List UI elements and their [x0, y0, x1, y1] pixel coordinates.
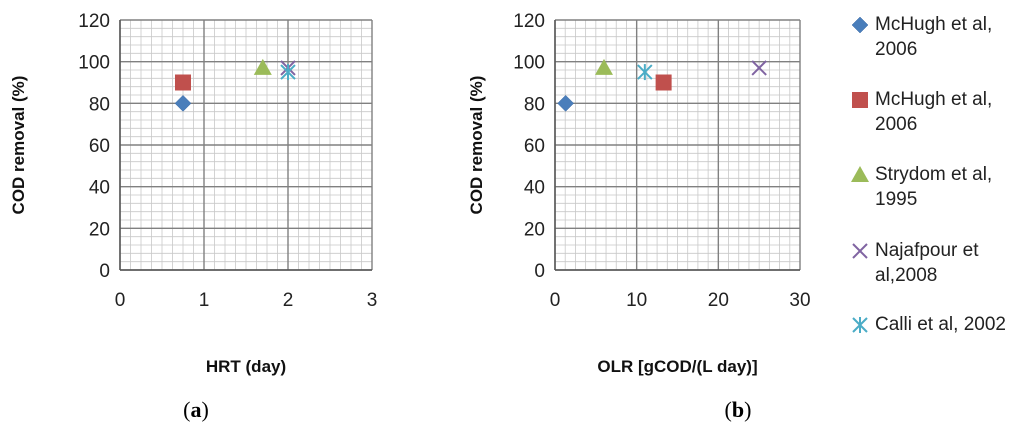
- y-tick-label: 60: [89, 136, 110, 157]
- chart-panel-a: 0 20 40 60 80 100 120 0 1 2 3 HRT (day) COD removal …: [9, 11, 377, 422]
- y-tick-label: 60: [524, 136, 545, 157]
- y-tick-label: 0: [99, 261, 110, 282]
- legend-label: al,2008: [875, 265, 937, 286]
- panel-label-b: (b): [725, 397, 752, 422]
- x-tick-label: 10: [626, 290, 647, 311]
- legend-marker-square: [852, 92, 868, 108]
- legend-label: Strydom et al,: [875, 164, 992, 185]
- legend-entry: McHugh et al, 2006: [852, 89, 992, 135]
- legend-label: 2006: [875, 114, 917, 135]
- x-tick-label: 3: [367, 290, 378, 311]
- x-axis-title: HRT (day): [206, 357, 286, 376]
- data-point-triangle: [595, 58, 613, 75]
- legend-label: Calli et al, 2002: [875, 314, 1006, 335]
- chart-panel-b: 0 20 40 60 80 100 120 0 10 20 30 OLR [gCOD/(L day)]…: [467, 11, 811, 422]
- y-tick-label: 40: [524, 178, 545, 199]
- y-tick-label: 20: [89, 219, 110, 240]
- x-tick-label: 0: [115, 290, 126, 311]
- x-tick-label: 30: [789, 290, 810, 311]
- y-tick-label: 100: [78, 53, 110, 74]
- y-tick-label: 40: [89, 178, 110, 199]
- legend-entry: Calli et al, 2002: [852, 314, 1006, 335]
- data-point-square: [175, 74, 191, 91]
- legend-label: Najafpour et: [875, 240, 979, 261]
- x-tick-label: 1: [199, 290, 210, 311]
- legend-marker-star: [852, 317, 868, 333]
- legend-entry: Najafpour et al,2008: [852, 240, 979, 286]
- data-point-diamond: [174, 94, 192, 112]
- y-tick-label: 80: [524, 94, 545, 115]
- y-tick-label: 80: [89, 94, 110, 115]
- panel-label-a: (a): [183, 397, 209, 422]
- legend-label: 2006: [875, 39, 917, 60]
- x-tick-label: 20: [708, 290, 729, 311]
- data-point-diamond: [557, 94, 574, 112]
- y-tick-label: 20: [524, 219, 545, 240]
- y-tick-label: 100: [513, 53, 545, 74]
- legend: McHugh et al, 2006 McHugh et al, 2006 Strydo…: [851, 14, 1006, 335]
- data-point-square: [655, 74, 672, 91]
- y-tick-label: 120: [513, 11, 545, 32]
- legend-marker-triangle: [851, 166, 869, 182]
- data-point-star: [280, 64, 296, 81]
- y-tick-label: 0: [534, 261, 545, 282]
- legend-label: McHugh et al,: [875, 14, 992, 35]
- legend-label: McHugh et al,: [875, 89, 992, 110]
- x-tick-label: 2: [283, 290, 294, 311]
- legend-entry: McHugh et al, 2006: [851, 14, 992, 60]
- y-tick-label: 120: [78, 11, 110, 32]
- legend-marker-x: [852, 243, 868, 259]
- legend-label: 1995: [875, 189, 917, 210]
- legend-entry: Strydom et al, 1995: [851, 164, 992, 210]
- data-point-triangle: [253, 58, 272, 75]
- x-tick-label: 0: [550, 290, 561, 311]
- legend-marker-diamond: [851, 16, 869, 34]
- data-point-x: [751, 60, 767, 76]
- x-axis-title: OLR [gCOD/(L day)]: [597, 357, 757, 376]
- y-axis-title: COD removal (%): [9, 76, 28, 215]
- y-axis-title: COD removal (%): [467, 76, 486, 215]
- data-point-star: [637, 64, 653, 81]
